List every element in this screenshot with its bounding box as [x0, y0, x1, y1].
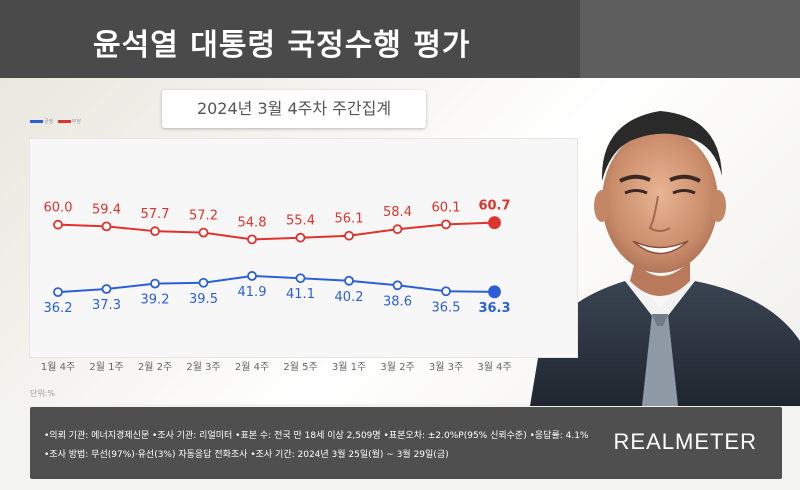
data-point-1-5 [295, 273, 306, 284]
x-tick-label-3: 2월 3주 [186, 361, 220, 373]
data-label-0-6: 56.1 [335, 212, 364, 227]
footer-survey-info: •의뢰 기관: 에너지경제신문 •조사 기관: 리얼미터 •표본 수: 전국 만… [44, 431, 589, 441]
data-point-1-2 [150, 278, 160, 289]
series-line-0 [57, 221, 495, 241]
data-point-0-8 [441, 219, 451, 230]
legend: 긍정 부정 [30, 118, 84, 125]
data-point-0-7 [392, 224, 403, 235]
data-point-0-6 [344, 230, 354, 241]
data-point-0-5 [295, 232, 306, 243]
data-label-0-9: 60.7 [478, 199, 510, 214]
footer-survey-method: •조사 방법: 무선(97%)·유선(3%) 자동응답 전화조사 •조사 기간:… [44, 450, 449, 460]
data-point-1-4 [247, 271, 257, 281]
series-line-1 [57, 274, 495, 294]
header-bar: 윤석열 대통령 국정수행 평가 [0, 0, 800, 78]
data-point-1-6 [344, 275, 354, 286]
data-point-0-1 [101, 221, 112, 232]
data-label-1-8: 36.5 [432, 300, 461, 315]
data-label-1-3: 39.5 [189, 292, 218, 307]
header-title-panel [0, 0, 580, 78]
footer: •의뢰 기관: 에너지경제신문 •조사 기관: 리얼미터 •표본 수: 전국 만… [30, 407, 782, 479]
data-point-1-1 [101, 284, 112, 294]
data-label-1-4: 41.9 [238, 285, 267, 300]
legend-approve-swatch [30, 120, 43, 123]
data-point-0-0 [53, 219, 63, 230]
data-label-1-2: 39.2 [141, 293, 170, 308]
x-tick-label-4: 2월 4주 [235, 361, 269, 373]
x-tick-label-0: 1월 4주 [41, 361, 75, 373]
data-point-1-8 [441, 286, 451, 297]
x-tick-label-6: 3월 1주 [332, 361, 366, 373]
data-label-1-7: 38.6 [383, 294, 412, 309]
x-tick-label-7: 3월 2주 [380, 361, 414, 373]
x-tick-label-1: 2월 1주 [89, 361, 123, 373]
data-point-1-9 [488, 285, 501, 299]
x-tick-label-2: 2월 2주 [138, 361, 172, 373]
data-label-1-6: 40.2 [335, 290, 364, 305]
data-label-0-4: 54.8 [238, 215, 267, 230]
legend-approve-label: 긍정 [44, 119, 54, 125]
data-point-0-2 [150, 226, 160, 237]
subtitle: 2024년 3월 4주차 주간집계 [162, 90, 426, 128]
data-label-0-1: 59.4 [92, 202, 121, 217]
data-label-1-1: 37.3 [92, 298, 121, 313]
data-point-1-3 [198, 277, 209, 288]
plot-area [29, 138, 578, 358]
page-title: 윤석열 대통령 국정수행 평가 [93, 28, 471, 63]
data-point-0-3 [198, 227, 209, 238]
data-label-1-0: 36.2 [44, 301, 73, 316]
legend-disapprove-label: 부정 [71, 119, 81, 125]
legend-disapprove-swatch [57, 120, 71, 123]
data-label-0-2: 57.7 [141, 207, 170, 222]
realmeter-logo: REALMETER [613, 429, 757, 454]
data-label-1-5: 41.1 [286, 287, 315, 302]
data-label-0-8: 60.1 [432, 200, 461, 215]
data-point-1-7 [392, 280, 403, 291]
data-point-0-9 [488, 216, 501, 230]
data-label-0-7: 58.4 [383, 205, 412, 220]
data-label-1-9: 36.3 [478, 301, 510, 316]
x-tick-label-5: 2월 5주 [283, 361, 317, 373]
x-tick-label-9: 3월 4주 [477, 361, 511, 373]
data-point-0-4 [247, 234, 257, 245]
data-label-0-0: 60.0 [44, 201, 73, 216]
data-point-1-0 [53, 287, 63, 298]
x-tick-label-8: 3월 3주 [429, 361, 463, 373]
unit-label: 단위:% [30, 389, 56, 398]
portrait-photo [530, 111, 800, 406]
data-label-0-5: 55.4 [286, 214, 315, 229]
data-label-0-3: 57.2 [189, 209, 218, 224]
